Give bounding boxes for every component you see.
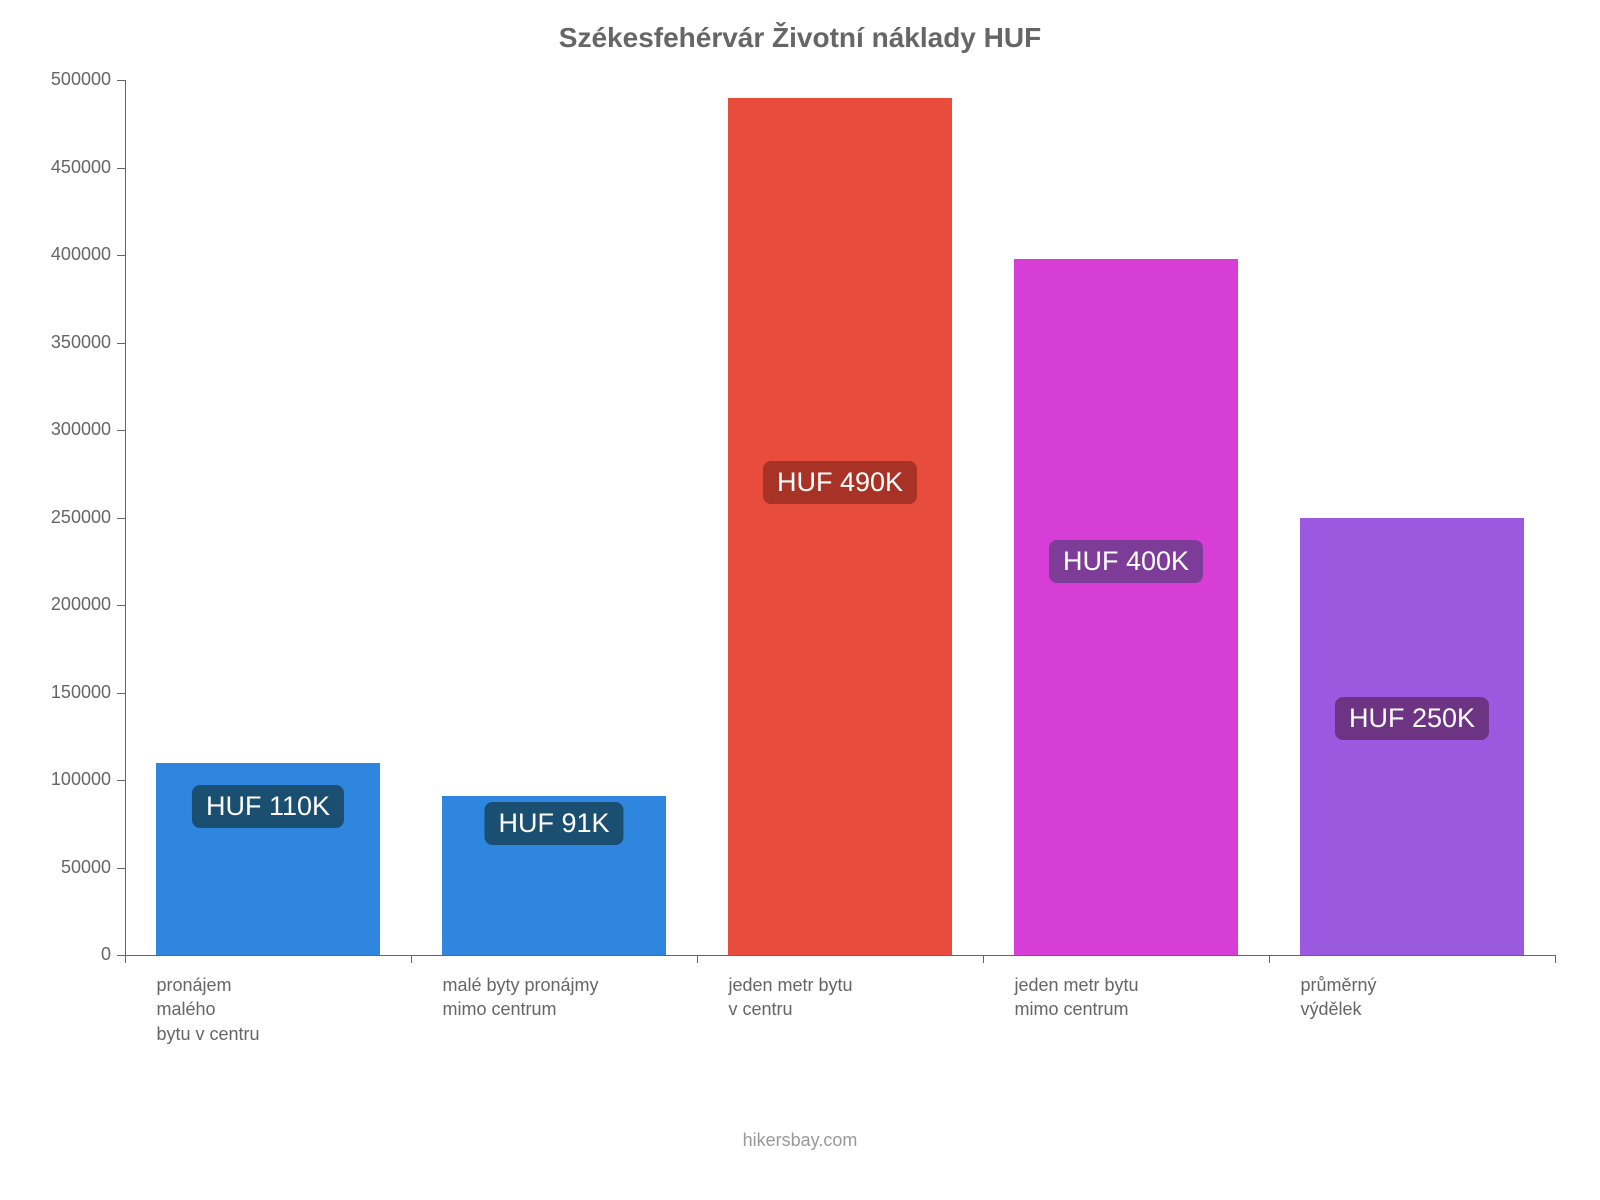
y-tick-label: 250000 [1, 507, 111, 528]
y-tick [117, 868, 125, 869]
y-tick [117, 430, 125, 431]
y-tick [117, 80, 125, 81]
x-tick [411, 955, 412, 963]
y-tick [117, 168, 125, 169]
y-tick-label: 50000 [1, 857, 111, 878]
x-tick [983, 955, 984, 963]
cost-of-living-chart: Székesfehérvár Životní náklady HUF 05000… [0, 0, 1600, 1200]
y-tick-label: 150000 [1, 682, 111, 703]
x-tick [697, 955, 698, 963]
x-label-sqm-outside: jeden metr bytu mimo centrum [1014, 973, 1237, 1022]
chart-title: Székesfehérvár Životní náklady HUF [0, 22, 1600, 54]
bar-sqm-centre [728, 98, 951, 956]
value-badge-sqm-centre: HUF 490K [763, 461, 917, 504]
y-tick-label: 200000 [1, 594, 111, 615]
x-label-sqm-centre: jeden metr bytu v centru [728, 973, 951, 1022]
attribution-text: hikersbay.com [0, 1130, 1600, 1151]
value-badge-sqm-outside: HUF 400K [1049, 540, 1203, 583]
y-tick [117, 955, 125, 956]
y-tick-label: 300000 [1, 419, 111, 440]
y-tick [117, 343, 125, 344]
x-axis [125, 955, 1555, 956]
plot-area: 0500001000001500002000002500003000003500… [125, 80, 1555, 955]
x-tick [1269, 955, 1270, 963]
y-tick-label: 450000 [1, 157, 111, 178]
x-label-rent-small-outside: malé byty pronájmy mimo centrum [442, 973, 665, 1022]
value-badge-avg-salary: HUF 250K [1335, 697, 1489, 740]
x-label-rent-small-centre: pronájem malého bytu v centru [156, 973, 379, 1046]
x-label-avg-salary: průměrný výdělek [1300, 973, 1523, 1022]
bar-sqm-outside [1014, 259, 1237, 956]
y-axis [125, 80, 126, 955]
y-tick-label: 0 [1, 944, 111, 965]
y-tick-label: 350000 [1, 332, 111, 353]
x-tick [125, 955, 126, 963]
value-badge-rent-small-outside: HUF 91K [484, 802, 623, 845]
y-tick [117, 605, 125, 606]
y-tick [117, 518, 125, 519]
x-tick [1555, 955, 1556, 963]
value-badge-rent-small-centre: HUF 110K [192, 785, 344, 828]
y-tick-label: 400000 [1, 244, 111, 265]
y-tick [117, 255, 125, 256]
y-tick-label: 500000 [1, 69, 111, 90]
y-tick [117, 693, 125, 694]
y-tick-label: 100000 [1, 769, 111, 790]
y-tick [117, 780, 125, 781]
